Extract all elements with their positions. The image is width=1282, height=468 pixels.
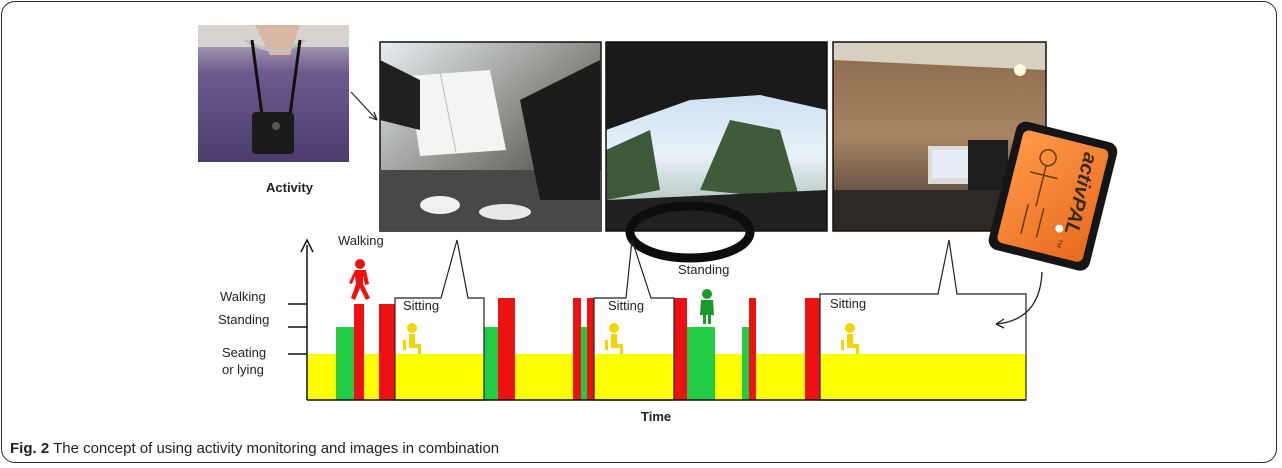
figure-number: Fig. 2 [10, 440, 50, 457]
sitting-band [307, 354, 1026, 400]
walking-bars [354, 298, 820, 400]
wearable-camera-photo [198, 25, 349, 162]
sitting-label-2: Sitting [608, 298, 645, 313]
sitting-person-icon-1 [403, 323, 421, 354]
sitting-label-1: Sitting [403, 298, 440, 313]
callout-sitting-1 [394, 239, 485, 401]
seating-axis-label-line2: or lying [222, 362, 264, 377]
seating-axis-label-line1: Seating [222, 345, 267, 360]
walking-axis-label: Walking [220, 289, 266, 304]
activity-label: Activity [266, 180, 313, 195]
sitting-person-icon-3 [841, 323, 859, 354]
arrow-to-photo [350, 91, 378, 121]
chart-axes [288, 245, 1026, 401]
callout-sitting-3 [819, 239, 1027, 401]
device-arrow [995, 271, 1043, 325]
sitting-label-3: Sitting [830, 296, 867, 311]
activpal-tm: TM [1055, 238, 1063, 248]
callouts [394, 239, 1027, 401]
walking-person-icon [349, 259, 370, 300]
sitting-person-icon-2 [605, 323, 623, 354]
standing-icon-label: Standing [678, 262, 730, 277]
y-axis-arrow [300, 238, 314, 253]
standing-person-icon [700, 289, 714, 324]
activpal-device: activPAL TM [988, 121, 1118, 271]
driving-car-photo [605, 41, 828, 263]
standing-axis-label: Standing [218, 312, 270, 327]
camera-device [252, 112, 294, 154]
standing-bars [336, 327, 749, 400]
callout-sitting-2 [593, 239, 675, 401]
time-axis-label: Time [641, 409, 672, 424]
office-computer-photo [832, 41, 1047, 232]
reading-menu-photo [379, 41, 602, 232]
caption-text: The concept of using activity monitoring… [49, 440, 500, 457]
walking-icon-label: Walking [338, 233, 384, 248]
figure-caption: Fig. 2 The concept of using activity mon… [10, 440, 499, 457]
